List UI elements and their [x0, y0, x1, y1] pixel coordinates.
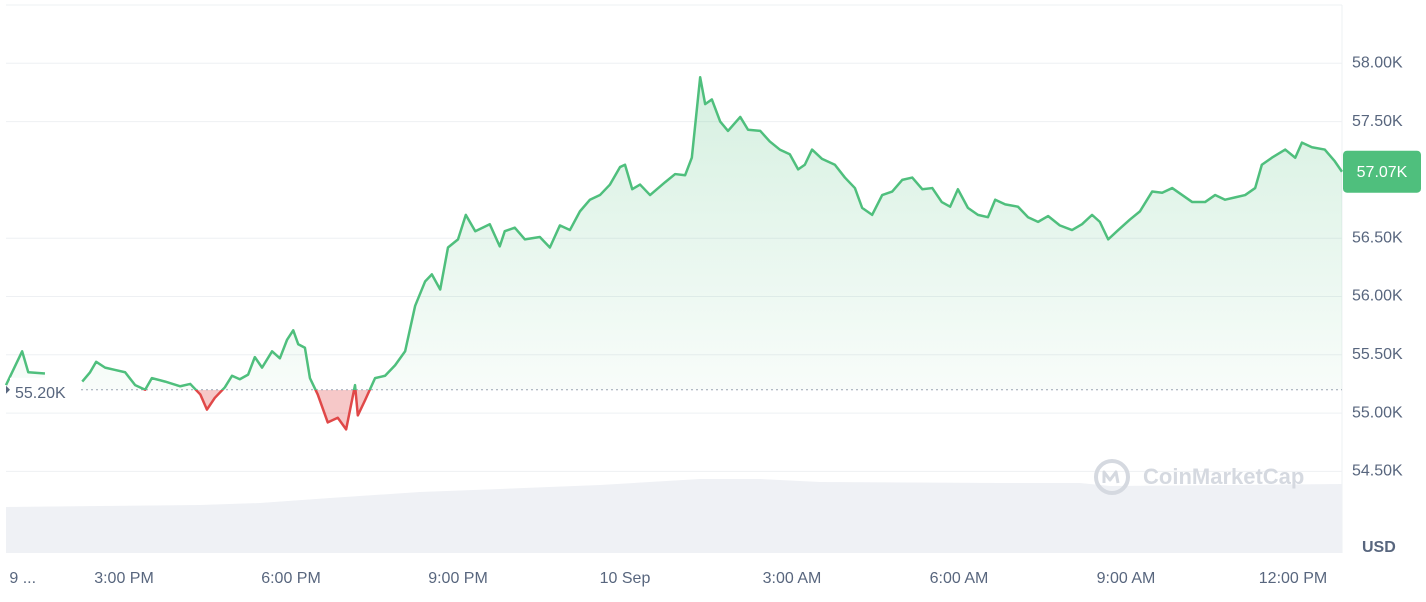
- x-tick-label: 10 Sep: [600, 570, 651, 587]
- y-tick-label: 56.50K: [1352, 229, 1403, 246]
- current-price-badge: [1343, 150, 1421, 193]
- baseline-label-bg: [10, 377, 78, 402]
- price-line: [4, 76, 1344, 431]
- x-tick-label: 12:00 PM: [1259, 570, 1327, 587]
- baseline-marker: [6, 385, 10, 394]
- x-tick-label: 6:00 PM: [261, 570, 321, 587]
- y-tick-label: 55.00K: [1352, 404, 1403, 421]
- y-tick-label: 55.50K: [1352, 346, 1403, 363]
- x-tick-label: 9 ...: [9, 570, 36, 587]
- current-price-label: 57.07K: [1357, 164, 1408, 181]
- y-tick-label: 58.00K: [1352, 55, 1403, 72]
- x-tick-label: 3:00 AM: [763, 570, 822, 587]
- volume-area: [6, 479, 1342, 553]
- watermark-text: CoinMarketCap: [1143, 464, 1304, 489]
- y-tick-label: 56.00K: [1352, 288, 1403, 305]
- price-area: [6, 77, 1342, 430]
- x-tick-label: 9:00 AM: [1097, 570, 1156, 587]
- x-tick-label: 9:00 PM: [428, 570, 488, 587]
- currency-label: USD: [1362, 539, 1396, 556]
- x-tick-label: 6:00 AM: [930, 570, 989, 587]
- baseline-label: 55.20K: [15, 385, 66, 402]
- y-tick-label: 57.50K: [1352, 113, 1403, 130]
- x-tick-label: 3:00 PM: [94, 570, 154, 587]
- y-tick-label: 54.50K: [1352, 463, 1403, 480]
- watermark: [1094, 459, 1130, 495]
